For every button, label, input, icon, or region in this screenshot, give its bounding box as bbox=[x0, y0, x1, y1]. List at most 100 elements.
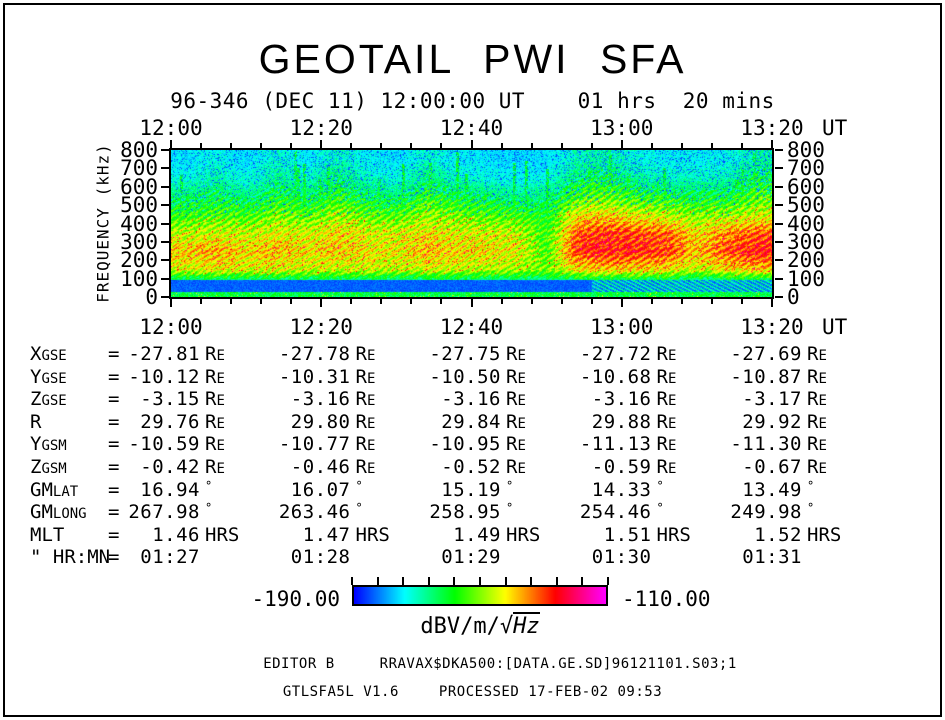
ephemeris-unit: RE bbox=[807, 410, 827, 433]
ephemeris-value-cell: -3.15 RE bbox=[86, 388, 238, 410]
freq-tick-label-right: 100 bbox=[787, 266, 825, 291]
ephemeris-value: 1.46 bbox=[152, 523, 200, 546]
outer-border bbox=[3, 3, 942, 717]
ephemeris-unit: RE bbox=[656, 433, 677, 456]
ephemeris-value-cell: 29.92 RE bbox=[688, 411, 840, 433]
ephemeris-value: -3.16 bbox=[591, 388, 652, 411]
x-axis-tick-bottom bbox=[710, 299, 713, 304]
ephemeris-value: -27.81 bbox=[128, 343, 200, 365]
ephemeris-unit: RE bbox=[807, 456, 827, 478]
colorbar-max-label: -110.00 bbox=[622, 587, 711, 611]
ephemeris-value-cell: 01:31 bbox=[688, 546, 840, 568]
time-tick-label-bottom: 12:40 bbox=[439, 315, 504, 339]
x-axis-tick-bottom bbox=[200, 299, 203, 304]
ephemeris-value-cell: -3.16 RE bbox=[237, 388, 389, 410]
ephemeris-value: -10.87 bbox=[730, 365, 802, 388]
ephemeris-row-label: " HR:MN bbox=[30, 546, 130, 568]
ephemeris-value-cell: -3.16 RE bbox=[387, 388, 539, 410]
ephemeris-label-sub: GSE bbox=[41, 393, 67, 410]
freq-axis-tick-right bbox=[775, 167, 783, 170]
ephemeris-value-cell: -10.87 RE bbox=[688, 366, 840, 388]
x-axis-tick-top bbox=[230, 143, 233, 148]
ephemeris-unit: ° bbox=[355, 478, 363, 493]
colorbar-units-hz: Hz bbox=[513, 612, 540, 639]
ephemeris-unit: RE bbox=[355, 410, 376, 433]
freq-axis-tick-right bbox=[775, 185, 783, 188]
freq-axis-tick-left bbox=[161, 296, 169, 298]
x-axis-tick-top bbox=[710, 143, 713, 148]
ephemeris-unit: HRS bbox=[807, 523, 842, 546]
ephemeris-value-cell: -3.17 RE bbox=[688, 388, 840, 410]
colorbar-min-label: -190.00 bbox=[251, 587, 340, 611]
freq-tick-label-right: 600 bbox=[787, 174, 825, 199]
ephemeris-value: 254.46 bbox=[579, 501, 652, 524]
time-tick-label-top: 12:40 bbox=[439, 116, 504, 140]
ephemeris-unit: RE bbox=[355, 433, 376, 456]
ephemeris-row-label: ZGSE bbox=[30, 388, 130, 410]
ephemeris-value-cell: 14.33 ° bbox=[538, 479, 690, 502]
ephemeris-value-cell: -0.52 RE bbox=[387, 456, 539, 478]
ephemeris-value: -10.95 bbox=[429, 433, 501, 456]
ephemeris-value-cell: 01:29 bbox=[387, 546, 539, 568]
ephemeris-value: -10.77 bbox=[278, 433, 351, 456]
x-axis-tick-top bbox=[380, 143, 383, 148]
ephemeris-label-sub: GSE bbox=[41, 370, 67, 387]
spectrogram-frame bbox=[169, 148, 774, 299]
colorbar-gradient bbox=[354, 587, 606, 604]
ephemeris-unit: RE bbox=[656, 388, 677, 411]
ephemeris-value: 01:29 bbox=[441, 546, 501, 569]
freq-axis-tick-right bbox=[775, 204, 783, 207]
freq-axis-tick-left bbox=[161, 240, 169, 243]
freq-axis-tick-left bbox=[161, 259, 169, 262]
ephemeris-value-cell: -27.81 RE bbox=[86, 343, 238, 365]
ephemeris-value-cell: 1.47 HRS bbox=[237, 523, 390, 546]
ephemeris-value: 1.47 bbox=[302, 523, 351, 546]
x-axis-tick-top bbox=[290, 143, 293, 148]
ephemeris-value: -11.13 bbox=[579, 433, 652, 456]
ephemeris-value-cell: 249.98 ° bbox=[688, 501, 840, 524]
ephemeris-unit: ° bbox=[205, 478, 213, 493]
ephemeris-value-cell: -10.50 RE bbox=[387, 366, 539, 388]
freq-tick-label-left: 300 bbox=[120, 229, 158, 254]
ephemeris-row-label: GMLAT bbox=[30, 479, 130, 501]
ephemeris-equals: = bbox=[108, 501, 120, 524]
ephemeris-equals: = bbox=[108, 546, 120, 569]
freq-axis-tick-left bbox=[161, 149, 169, 151]
ephemeris-value: 29.80 bbox=[290, 410, 351, 433]
ephemeris-row-label: GMLONG bbox=[30, 501, 130, 523]
x-axis-tick-top bbox=[590, 143, 593, 148]
freq-tick-label-right: 500 bbox=[787, 193, 825, 218]
ephemeris-unit: RE bbox=[355, 388, 376, 411]
x-axis-tick-bottom bbox=[620, 299, 623, 307]
ephemeris-value-cell: 16.07 ° bbox=[237, 479, 389, 502]
ephemeris-unit: HRS bbox=[656, 523, 691, 546]
freq-axis-tick-right bbox=[775, 277, 783, 280]
x-axis-tick-bottom bbox=[440, 299, 443, 304]
ephemeris-unit: ° bbox=[807, 478, 815, 493]
ephemeris-value-cell: -10.12 RE bbox=[86, 366, 238, 388]
ephemeris-value: 29.92 bbox=[742, 410, 802, 433]
colorbar-tick bbox=[504, 577, 507, 585]
x-axis-tick-bottom bbox=[470, 299, 473, 307]
ephemeris-unit: RE bbox=[355, 365, 376, 388]
x-axis-tick-bottom bbox=[530, 299, 533, 304]
freq-axis-tick-right bbox=[775, 240, 783, 243]
ephemeris-unit: RE bbox=[656, 365, 677, 388]
ephemeris-unit: RE bbox=[656, 410, 677, 433]
ephemeris-equals: = bbox=[108, 523, 120, 546]
x-axis-tick-bottom bbox=[260, 299, 263, 304]
ephemeris-row-label: ZGSM bbox=[30, 456, 130, 478]
ephemeris-value-cell: -11.30 RE bbox=[688, 433, 840, 455]
time-tick-label-top: 12:00 bbox=[139, 116, 203, 140]
ephemeris-value-cell: 29.88 RE bbox=[538, 411, 690, 433]
freq-tick-label-right: 300 bbox=[787, 229, 825, 254]
ephemeris-value-cell: 258.95 ° bbox=[387, 501, 539, 524]
ephemeris-value-cell: -0.42 RE bbox=[86, 456, 238, 478]
ephemeris-unit bbox=[351, 546, 389, 568]
ephemeris-value: 1.51 bbox=[603, 523, 652, 546]
ephemeris-value-cell: -27.72 RE bbox=[538, 343, 690, 365]
ephemeris-value-cell: -10.59 RE bbox=[86, 433, 238, 455]
ephemeris-label-main: Z bbox=[30, 388, 42, 411]
ephemeris-value-cell: 254.46 ° bbox=[538, 501, 690, 524]
x-axis-tick-top bbox=[350, 143, 353, 148]
